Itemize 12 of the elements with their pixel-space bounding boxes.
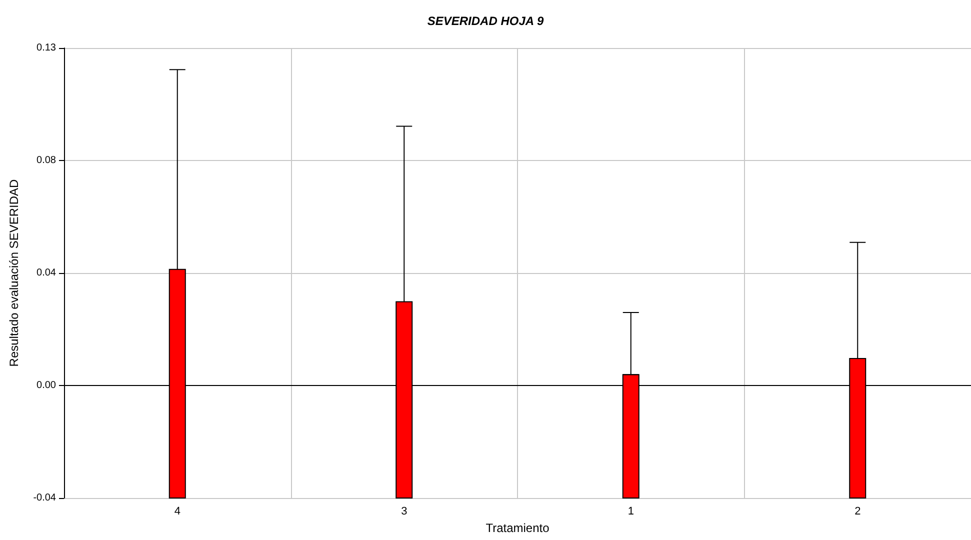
x-axis-title: Tratamiento — [486, 521, 550, 535]
y-axis-title: Resultado evaluación SEVERIDAD — [7, 178, 21, 367]
x-tick-label: 4 — [174, 506, 180, 518]
y-tick-label: 0.04 — [36, 267, 56, 278]
y-tick-label: 0.00 — [36, 380, 56, 391]
x-tick-label: 1 — [628, 506, 634, 518]
chart-title: SEVERIDAD HOJA 9 — [427, 14, 544, 28]
y-tick-label: -0.04 — [33, 492, 56, 504]
y-tick-label: 0.13 — [36, 42, 56, 54]
x-tick-label: 2 — [854, 506, 861, 518]
x-tick-label: 3 — [401, 506, 408, 518]
y-tick-label: 0.08 — [36, 155, 56, 166]
